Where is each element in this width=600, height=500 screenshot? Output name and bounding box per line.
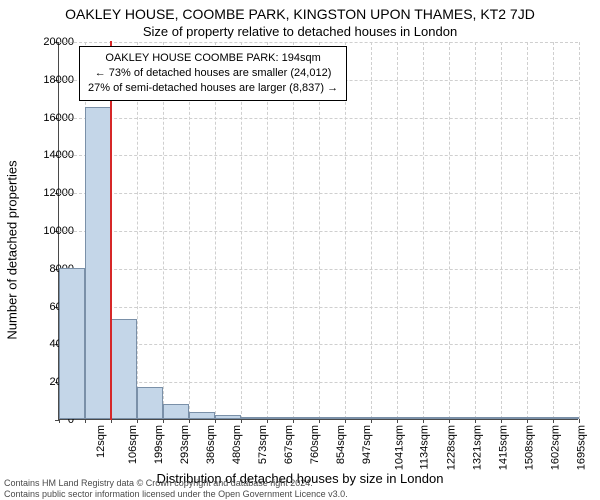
xtick-mark	[267, 419, 268, 423]
annotation-line-2: ← 73% of detached houses are smaller (24…	[88, 66, 338, 81]
plot-area: OAKLEY HOUSE COOMBE PARK: 194sqm ← 73% o…	[58, 42, 578, 420]
histogram-bar	[189, 412, 215, 419]
xtick-mark	[501, 419, 502, 423]
histogram-bar	[501, 417, 527, 419]
xtick-label: 1695sqm	[575, 425, 587, 470]
xtick-mark	[137, 419, 138, 423]
xtick-mark	[397, 419, 398, 423]
xtick-mark	[475, 419, 476, 423]
xtick-mark	[189, 419, 190, 423]
xtick-label: 12sqm	[95, 425, 107, 458]
xtick-mark	[449, 419, 450, 423]
xtick-mark	[215, 419, 216, 423]
histogram-bar	[553, 417, 579, 419]
histogram-bar	[345, 417, 371, 419]
xtick-label: 1415sqm	[497, 425, 509, 470]
footer-line-2: Contains public sector information licen…	[4, 489, 348, 500]
xtick-label: 480sqm	[231, 425, 243, 464]
y-axis-label: Number of detached properties	[5, 160, 20, 339]
xtick-label: 1508sqm	[523, 425, 535, 470]
property-size-histogram: OAKLEY HOUSE, COOMBE PARK, KINGSTON UPON…	[0, 0, 600, 500]
xtick-label: 1602sqm	[549, 425, 561, 470]
histogram-bar	[215, 415, 241, 419]
xtick-mark	[163, 419, 164, 423]
xtick-label: 947sqm	[361, 425, 373, 464]
xtick-mark	[293, 419, 294, 423]
histogram-bar	[267, 417, 293, 419]
xtick-label: 1321sqm	[471, 425, 483, 470]
xtick-mark	[319, 419, 320, 423]
histogram-bar	[449, 417, 475, 419]
chart-title: OAKLEY HOUSE, COOMBE PARK, KINGSTON UPON…	[0, 6, 600, 22]
histogram-bar	[475, 417, 501, 419]
annotation-line-3: 27% of semi-detached houses are larger (…	[88, 81, 338, 96]
xtick-mark	[371, 419, 372, 423]
xtick-label: 573sqm	[257, 425, 269, 464]
xtick-label: 1041sqm	[393, 425, 405, 470]
histogram-bar	[241, 417, 267, 419]
grid-line-v	[579, 42, 580, 419]
xtick-label: 1134sqm	[418, 425, 430, 469]
histogram-bar	[371, 417, 397, 419]
histogram-bar	[163, 404, 189, 419]
footer-line-1: Contains HM Land Registry data © Crown c…	[4, 478, 348, 489]
histogram-bar	[397, 417, 423, 419]
xtick-mark	[579, 419, 580, 423]
histogram-bar	[137, 387, 163, 419]
xtick-label: 386sqm	[205, 425, 217, 464]
xtick-mark	[85, 419, 86, 423]
histogram-bar	[293, 417, 319, 419]
histogram-bar	[59, 268, 85, 419]
xtick-mark	[241, 419, 242, 423]
histogram-bar	[423, 417, 449, 419]
histogram-bar	[527, 417, 553, 419]
chart-subtitle: Size of property relative to detached ho…	[0, 24, 600, 39]
xtick-label: 854sqm	[335, 425, 347, 464]
xtick-label: 199sqm	[153, 425, 165, 464]
xtick-label: 667sqm	[283, 425, 295, 464]
xtick-label: 760sqm	[309, 425, 321, 464]
histogram-bar	[85, 107, 111, 419]
histogram-bar	[319, 417, 345, 419]
xtick-label: 1228sqm	[445, 425, 457, 470]
xtick-mark	[527, 419, 528, 423]
xtick-mark	[423, 419, 424, 423]
chart-footer: Contains HM Land Registry data © Crown c…	[4, 478, 348, 500]
annotation-box: OAKLEY HOUSE COOMBE PARK: 194sqm ← 73% o…	[79, 46, 347, 101]
xtick-label: 106sqm	[127, 425, 139, 464]
annotation-line-1: OAKLEY HOUSE COOMBE PARK: 194sqm	[88, 51, 338, 66]
xtick-mark	[553, 419, 554, 423]
xtick-mark	[345, 419, 346, 423]
histogram-bar	[111, 319, 137, 419]
xtick-label: 293sqm	[179, 425, 191, 464]
